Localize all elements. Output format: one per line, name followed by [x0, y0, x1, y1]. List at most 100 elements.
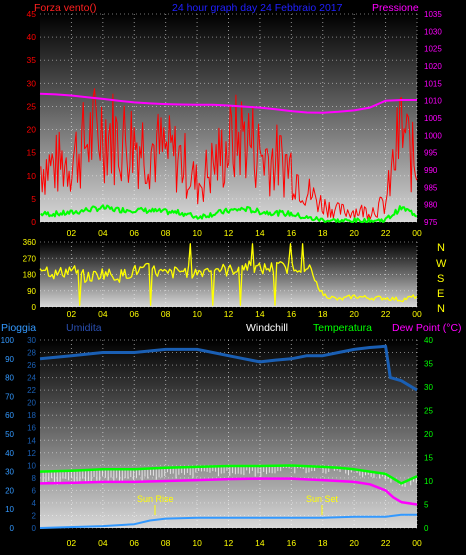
temperature-y-tick: 25 [424, 407, 433, 416]
humidity-y-tick: 30 [27, 336, 36, 345]
temperature-y-tick: 20 [424, 430, 433, 439]
direction-y-tick: 360 [23, 238, 37, 247]
wind-panel-x-tick: 00 [412, 228, 422, 238]
graph-title: 24 hour graph day 24 Febbraio 2017 [172, 2, 343, 14]
thermo-panel-x-tick: 14 [255, 538, 265, 548]
pressure-y-tick: 1020 [424, 62, 442, 71]
thermo-panel-x-tick: 18 [318, 538, 328, 548]
rain-y-tick: 90 [5, 355, 14, 364]
wind-y-tick: 25 [27, 101, 37, 111]
pressure-title: Pressione [372, 2, 419, 14]
thermo-panel-x-tick: 22 [381, 538, 391, 548]
thermo-panel-x-tick: 06 [130, 538, 140, 548]
pressure-line [39, 92, 417, 114]
dew-point-label: Dew Point (°C) [392, 322, 462, 334]
direction-panel-x-tick: 18 [318, 309, 328, 319]
compass-w: W [436, 258, 447, 270]
humidity-y-tick: 14 [27, 436, 36, 445]
pioggia-label: Pioggia [1, 322, 36, 334]
wind-panel-x-tick: 16 [287, 228, 297, 238]
wind-y-tick: 0 [31, 217, 36, 227]
wind-panel-x-tick: 08 [161, 228, 171, 238]
rain-y-tick: 30 [5, 468, 14, 477]
humidity-y-tick: 22 [27, 386, 36, 395]
wind-avg-line [40, 204, 417, 223]
compass-e: E [437, 288, 444, 300]
humidity-y-tick: 4 [32, 499, 37, 508]
temperatura-label: Temperatura [313, 322, 372, 334]
thermo-panel-x-tick: 00 [412, 538, 422, 548]
wind-y-tick: 15 [27, 148, 37, 158]
thermo-panel-x-tick: 04 [98, 538, 108, 548]
wind-panel-x-tick: 06 [130, 228, 140, 238]
humidity-y-tick: 0 [32, 524, 37, 533]
wind-panel-x-tick: 12 [224, 228, 234, 238]
direction-panel-x-tick: 10 [192, 309, 202, 319]
humidity-y-tick: 2 [32, 511, 37, 520]
humidity-y-tick: 6 [32, 486, 37, 495]
wind-gust-line [40, 88, 418, 220]
pressure-y-tick: 990 [424, 166, 438, 175]
humidity-y-tick: 26 [27, 361, 36, 370]
humidity-y-tick: 8 [32, 474, 37, 483]
wind-y-tick: 45 [27, 9, 37, 19]
humidity-line [39, 344, 418, 392]
rain-y-tick: 10 [5, 505, 14, 514]
wind-y-tick: 20 [27, 125, 37, 135]
compass-n-top: N [437, 242, 445, 254]
direction-panel-x-tick: 00 [412, 309, 422, 319]
direction-panel-x-tick: 22 [381, 309, 391, 319]
direction-panel-x-tick: 04 [98, 309, 108, 319]
rain-y-tick: 100 [1, 336, 15, 345]
rain-y-tick: 20 [5, 486, 14, 495]
temperature-y-tick: 5 [424, 501, 429, 510]
wind-y-tick: 10 [27, 171, 37, 181]
direction-y-tick: 0 [32, 303, 37, 312]
direction-panel-x-tick: 14 [255, 309, 265, 319]
umidita-label: Umidita [66, 322, 102, 334]
pressure-y-tick: 995 [424, 149, 438, 158]
sunset-label: Sun Set [306, 494, 339, 504]
pressure-y-tick: 1030 [424, 27, 442, 36]
windchill-label: Windchill [246, 322, 288, 334]
dew-point-line [39, 477, 418, 506]
temperature-y-tick: 0 [424, 524, 429, 533]
temperature-y-tick: 30 [424, 383, 433, 392]
wind-panel-x-tick: 02 [67, 228, 77, 238]
direction-panel-x-tick: 16 [287, 309, 297, 319]
wind-panel-x-tick: 22 [381, 228, 391, 238]
thermo-panel-x-tick: 08 [161, 538, 171, 548]
pressure-y-tick: 985 [424, 183, 438, 192]
direction-line [39, 243, 418, 306]
rain-y-tick: 40 [5, 449, 14, 458]
rain-y-tick: 70 [5, 392, 14, 401]
wind-y-tick: 40 [27, 32, 37, 42]
humidity-y-tick: 10 [27, 461, 36, 470]
thermo-panel-x-tick: 10 [192, 538, 202, 548]
direction-panel-x-tick: 08 [161, 309, 171, 319]
temperature-y-tick: 40 [424, 336, 433, 345]
temperature-y-tick: 10 [424, 477, 433, 486]
wind-title: Forza vento() [34, 2, 96, 14]
wind-panel-x-tick: 14 [255, 228, 265, 238]
wind-panel-x-tick: 20 [349, 228, 359, 238]
pressure-y-tick: 1000 [424, 131, 442, 140]
pressure-y-tick: 1025 [424, 45, 442, 54]
humidity-y-tick: 18 [27, 411, 36, 420]
humidity-y-tick: 28 [27, 349, 36, 358]
temperature-line [39, 464, 418, 485]
rain-y-tick: 80 [5, 374, 14, 383]
humidity-y-tick: 12 [27, 449, 36, 458]
wind-y-tick: 35 [27, 55, 37, 65]
sunrise-label: Sun Rise [137, 494, 174, 504]
pressure-y-tick: 1035 [424, 10, 442, 19]
rain-line [39, 513, 417, 529]
thermo-panel-x-tick: 02 [67, 538, 77, 548]
compass-n-bottom: N [437, 303, 445, 315]
pressure-y-tick: 980 [424, 201, 438, 210]
wind-panel-x-tick: 04 [98, 228, 108, 238]
direction-y-tick: 180 [23, 271, 37, 280]
wind-panel-x-tick: 10 [192, 228, 202, 238]
compass-s: S [437, 273, 444, 285]
